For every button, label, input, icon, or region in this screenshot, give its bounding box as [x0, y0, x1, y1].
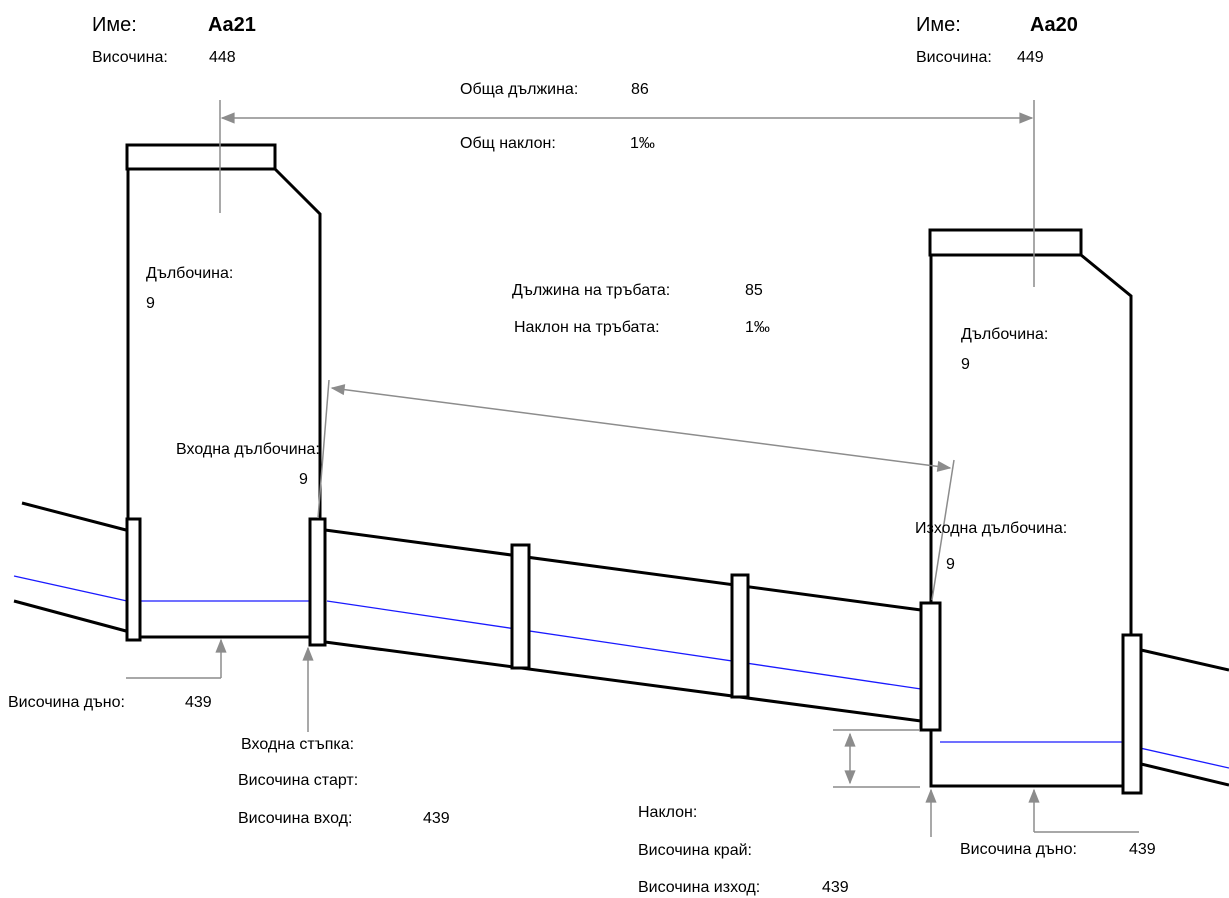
left-bottom-height-value: 439 — [185, 694, 212, 711]
pipe-slope-label: Наклон на тръбата: — [514, 319, 660, 336]
left-manhole-name: Aa21 — [208, 14, 256, 36]
inlet-depth-value: 9 — [299, 471, 308, 488]
total-length-value: 86 — [631, 81, 649, 98]
right-name-label: Име: — [916, 14, 961, 36]
left-height-value: 448 — [209, 49, 236, 66]
total-length-label: Обща дължина: — [460, 81, 579, 98]
right-depth-value: 9 — [961, 356, 970, 373]
left-name-label: Име: — [92, 14, 137, 36]
right-depth-label: Дълбочина: — [961, 326, 1049, 343]
pipe-joints — [510, 543, 750, 699]
pipe-length-label: Дължина на тръбата: — [512, 282, 671, 299]
outlet-height-label: Височина изход: — [638, 879, 761, 896]
right-height-value: 449 — [1017, 49, 1044, 66]
right-bottom-height-value: 439 — [1129, 841, 1156, 858]
start-height-label: Височина старт: — [238, 772, 359, 789]
left-bottom-height-label: Височина дъно: — [8, 694, 125, 711]
manhole-left-shape — [125, 143, 327, 647]
dimension-lines — [126, 100, 1139, 837]
right-height-label: Височина: — [916, 49, 992, 66]
right-bottom-height-label: Височина дъно: — [960, 841, 1077, 858]
pipe-length-value: 85 — [745, 282, 763, 299]
water-level-lines — [13, 575, 1229, 769]
left-depth-label: Дълбочина: — [146, 265, 234, 282]
outlet-depth-value: 9 — [946, 556, 955, 573]
inlet-height-value: 439 — [423, 810, 450, 827]
inlet-step-label: Входна стъпка: — [241, 736, 355, 753]
total-slope-value: 1‰ — [630, 135, 655, 152]
end-height-label: Височина край: — [638, 842, 752, 859]
right-manhole-name: Aa20 — [1030, 14, 1078, 36]
left-height-label: Височина: — [92, 49, 168, 66]
inlet-depth-label: Входна дълбочина: — [176, 441, 320, 458]
inlet-height-label: Височина вход: — [238, 810, 353, 827]
left-depth-value: 9 — [146, 295, 155, 312]
pipe-lines — [13, 501, 1229, 787]
outlet-depth-label: Изходна дълбочина: — [915, 520, 1068, 537]
manhole-right-shape — [919, 228, 1143, 795]
pipe-slope-value: 1‰ — [745, 319, 770, 336]
outlet-height-value: 439 — [822, 879, 849, 896]
total-slope-label: Общ наклон: — [460, 135, 556, 152]
outlet-slope-label: Наклон: — [638, 804, 698, 821]
